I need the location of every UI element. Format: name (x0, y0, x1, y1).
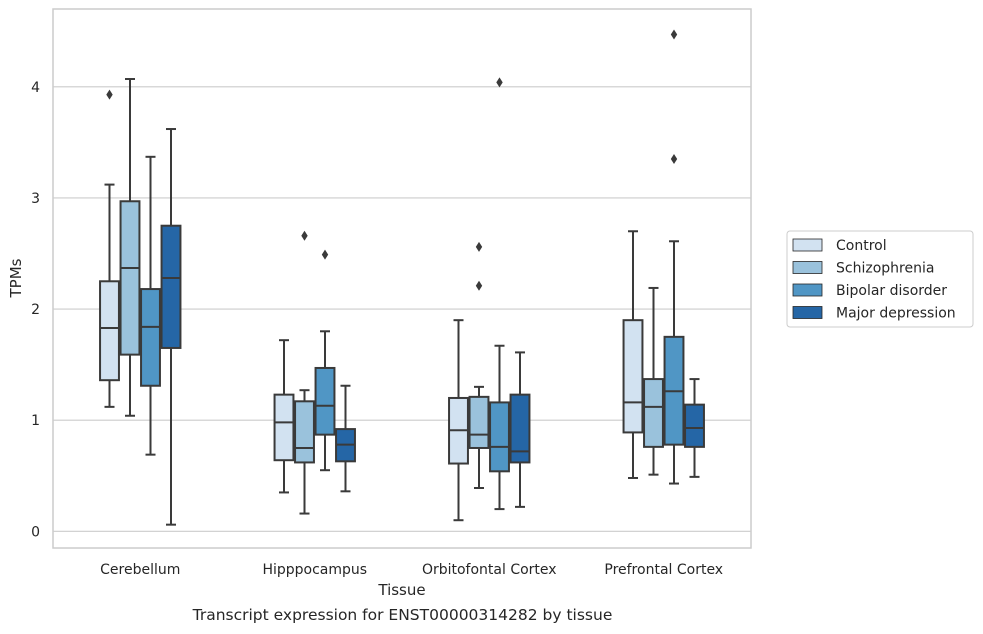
x-tick-label: Hipppocampus (262, 562, 367, 578)
box-major-depression (684, 378, 705, 478)
x-axis-label: Tissue (377, 581, 425, 599)
y-axis-label: TPMs (7, 258, 25, 298)
box-bipolar-disorder (140, 155, 161, 456)
legend-frame (786, 230, 974, 328)
legend-swatch (792, 283, 823, 297)
box-bipolar-disorder (489, 77, 510, 511)
box-body (509, 393, 531, 464)
box-bipolar-disorder (663, 29, 685, 485)
box-schizophrenia (468, 241, 490, 489)
legend-label: Control (836, 238, 887, 254)
box-body (99, 280, 120, 382)
box-control (448, 319, 469, 522)
y-tick-label: 4 (31, 80, 40, 96)
box-control (99, 89, 120, 408)
figure-caption: Transcript expression for ENST0000031428… (192, 606, 613, 624)
outlier-point (496, 77, 503, 88)
x-tick-label: Cerebellum (100, 562, 180, 578)
box-body (294, 400, 315, 464)
outlier-point (106, 89, 113, 100)
box-body (140, 288, 161, 387)
y-tick-label: 1 (31, 413, 40, 429)
box-body (314, 366, 336, 436)
legend-label: Bipolar disorder (836, 283, 947, 299)
box-bipolar-disorder (314, 249, 336, 472)
outlier-point (321, 249, 329, 260)
outlier-point (475, 241, 483, 252)
box-body (622, 319, 644, 434)
legend-swatch (792, 306, 823, 319)
box-major-depression (335, 384, 356, 493)
box-control (622, 230, 644, 479)
legend-swatch (792, 238, 823, 252)
outlier-point (670, 29, 678, 40)
legend-swatch (792, 261, 823, 274)
box-major-depression (160, 128, 182, 526)
y-tick-label: 2 (31, 302, 40, 318)
y-tick-label: 3 (31, 191, 40, 207)
x-tick-label: Orbitofontal Cortex (422, 562, 557, 578)
y-tick-label: 0 (31, 524, 40, 540)
legend-label: Major depression (836, 306, 956, 322)
box-body (273, 393, 295, 462)
box-schizophrenia (643, 286, 664, 476)
box-body (160, 224, 182, 349)
outlier-point (475, 280, 483, 291)
y-tick-labels: 0 1 2 3 4 (31, 80, 40, 541)
box-major-depression (509, 351, 531, 508)
x-tick-labels: Cerebellum Hipppocampus Orbitofontal Corte… (100, 562, 723, 578)
plot-frame (52, 8, 752, 549)
box-body (489, 401, 510, 473)
box-body (468, 395, 490, 449)
outlier-point (301, 230, 308, 241)
box-body (643, 378, 664, 448)
box-control (273, 339, 295, 494)
box-schizophrenia (119, 78, 141, 417)
box-body (119, 200, 141, 356)
box-body (684, 403, 705, 448)
outlier-point (670, 154, 678, 165)
legend: Control Schizophrenia Bipolar disorder Majo… (786, 230, 974, 328)
legend-label: Schizophrenia (836, 261, 934, 277)
box-schizophrenia (294, 230, 315, 515)
x-tick-label: Prefrontal Cortex (604, 562, 723, 578)
boxes (99, 29, 705, 526)
